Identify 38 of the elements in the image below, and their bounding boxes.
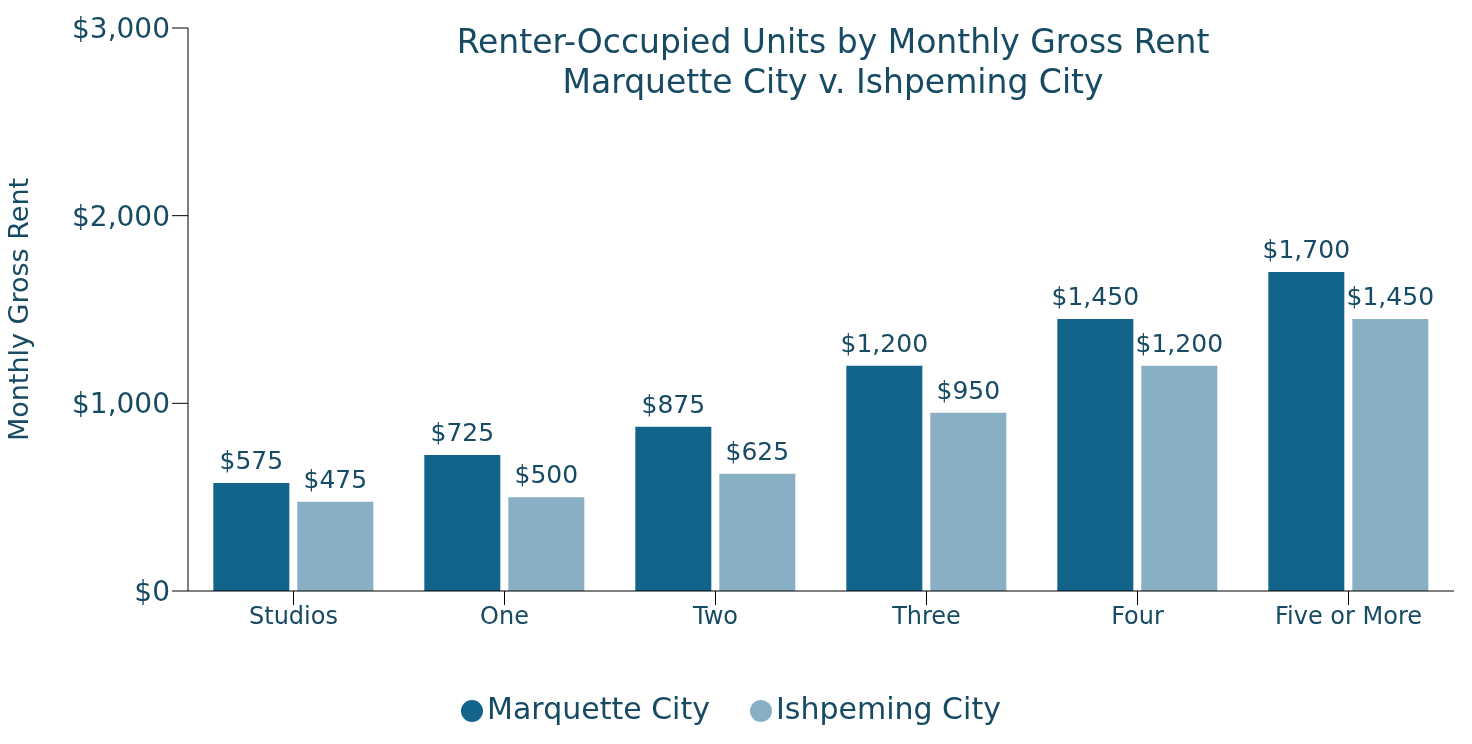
bar — [297, 501, 374, 591]
legend-label: Marquette City — [487, 691, 710, 726]
data-label: $575 — [219, 446, 284, 476]
data-label: $500 — [514, 460, 579, 490]
y-tick-label: $0 — [134, 574, 170, 608]
bar — [213, 483, 290, 591]
bar — [846, 365, 923, 591]
bar — [1352, 318, 1429, 591]
data-label: $1,200 — [840, 328, 929, 358]
x-tick-label: Three — [891, 602, 961, 631]
y-tick-label: $3,000 — [72, 11, 170, 45]
bar — [635, 426, 712, 591]
legend-label: Ishpeming City — [775, 691, 1001, 726]
y-tick-label: $1,000 — [72, 387, 170, 421]
x-tick-label: Two — [692, 602, 738, 631]
data-label: $1,200 — [1135, 328, 1224, 358]
data-label: $875 — [641, 389, 706, 419]
data-label: $475 — [303, 464, 368, 494]
bar — [1141, 365, 1218, 591]
bar — [719, 473, 796, 591]
bar — [1268, 271, 1345, 591]
y-tick-label: $2,000 — [72, 199, 170, 233]
bar — [930, 412, 1007, 591]
y-axis-title: Monthly Gross Rent — [2, 177, 34, 442]
bar — [424, 454, 501, 591]
bar — [1057, 318, 1134, 591]
data-label: $1,450 — [1346, 281, 1435, 311]
data-label: $725 — [430, 417, 495, 447]
x-tick-label: Five or More — [1275, 602, 1422, 631]
x-tick-label: Studios — [249, 602, 338, 631]
text: Renter-Occupied Units by Monthly Gross Rent Marquette City v. Ishpeming City — [455, 22, 1211, 102]
bar — [508, 497, 585, 591]
x-tick-label: One — [480, 602, 529, 631]
x-tick-label: Four — [1111, 602, 1164, 631]
data-label: $625 — [725, 436, 790, 466]
data-label: $1,450 — [1051, 281, 1140, 311]
data-label: $1,700 — [1262, 234, 1351, 264]
data-label: $950 — [936, 375, 1001, 405]
